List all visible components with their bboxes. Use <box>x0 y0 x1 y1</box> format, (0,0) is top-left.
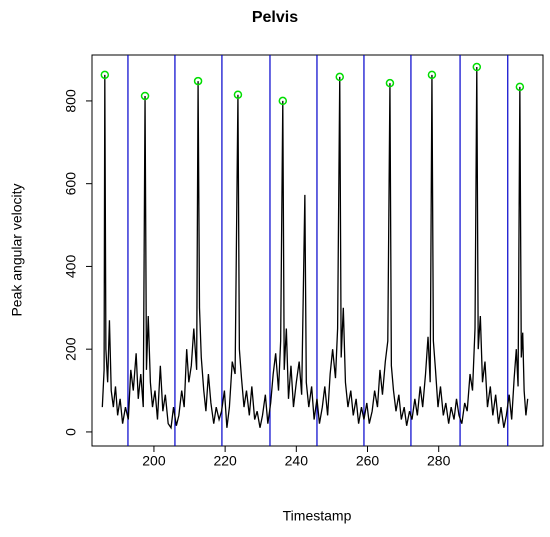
y-tick-label: 0 <box>63 428 79 436</box>
peak-marker <box>472 62 482 72</box>
x-tick-label: 260 <box>356 453 380 469</box>
peak-marker <box>335 72 344 82</box>
peak-marker <box>100 70 110 80</box>
peak-marker <box>427 70 437 80</box>
y-tick-label: 600 <box>63 172 79 196</box>
x-tick-label: 240 <box>285 453 309 469</box>
peak-marker <box>140 91 150 101</box>
y-tick-label: 400 <box>63 255 79 279</box>
x-tick-label: 280 <box>427 453 451 469</box>
peak-marker <box>515 82 525 92</box>
x-tick-label: 220 <box>213 453 237 469</box>
data-line <box>101 66 529 430</box>
peak-marker <box>278 96 288 106</box>
peak-marker <box>193 76 203 86</box>
chart-title: Pelvis <box>252 9 298 26</box>
y-tick-label: 800 <box>63 89 79 113</box>
peak-marker <box>233 90 243 99</box>
x-tick-label: 200 <box>142 453 166 469</box>
peak-marker <box>385 78 395 88</box>
y-tick-label: 200 <box>63 337 79 361</box>
x-axis-label: Timestamp <box>283 508 352 524</box>
y-axis-label: Peak angular velocity <box>9 183 25 316</box>
